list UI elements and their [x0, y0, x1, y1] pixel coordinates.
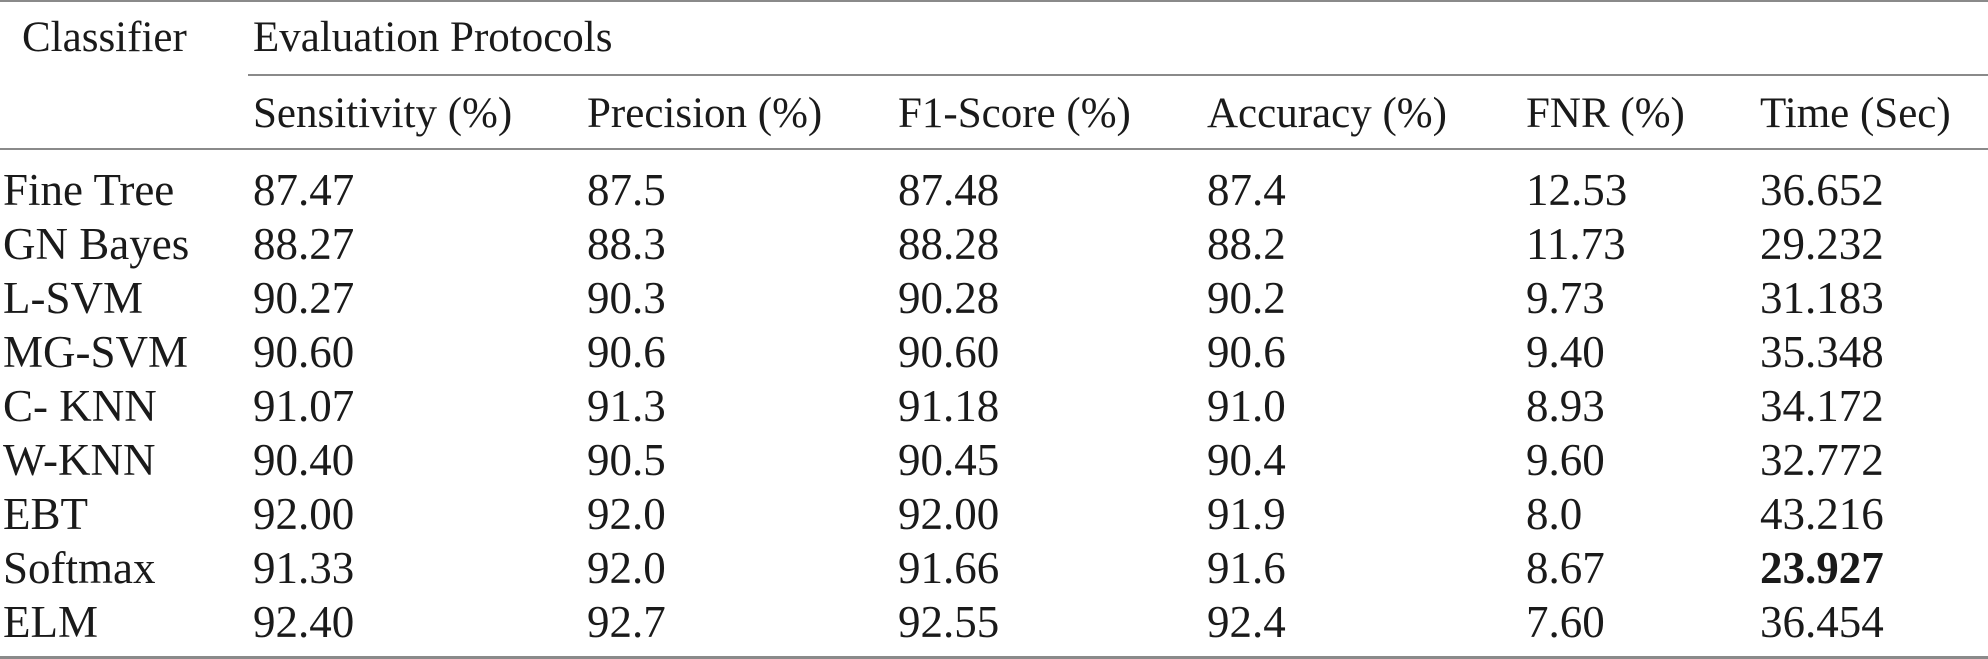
- cell-sensitivity: 87.47: [253, 165, 355, 215]
- cell-fnr: 11.73: [1526, 219, 1626, 269]
- row-label: W-KNN: [3, 435, 156, 485]
- cell-precision: 90.5: [587, 435, 666, 485]
- header-sub-rule: [248, 74, 1988, 76]
- row-label: GN Bayes: [3, 219, 190, 269]
- cell-time: 32.772: [1760, 435, 1884, 485]
- cell-accuracy: 91.6: [1207, 543, 1286, 593]
- cell-sensitivity: 90.27: [253, 273, 355, 323]
- cell-accuracy: 91.0: [1207, 381, 1286, 431]
- cell-accuracy: 90.4: [1207, 435, 1286, 485]
- cell-f1-score: 91.66: [898, 543, 1000, 593]
- cell-sensitivity: 91.33: [253, 543, 355, 593]
- cell-accuracy: 88.2: [1207, 219, 1286, 269]
- cell-f1-score: 92.00: [898, 489, 1000, 539]
- row-label: MG-SVM: [3, 327, 189, 377]
- cell-f1-score: 90.45: [898, 435, 1000, 485]
- cell-precision: 91.3: [587, 381, 666, 431]
- header-evaluation-protocols: Evaluation Protocols: [253, 14, 613, 61]
- column-header-time: Time (Sec): [1760, 90, 1951, 137]
- cell-precision: 90.6: [587, 327, 666, 377]
- column-header-accuracy: Accuracy (%): [1207, 90, 1447, 137]
- column-header-f1-score: F1-Score (%): [898, 90, 1131, 137]
- cell-fnr: 8.67: [1526, 543, 1605, 593]
- row-label: EBT: [3, 489, 88, 539]
- cell-fnr: 8.0: [1526, 489, 1583, 539]
- cell-accuracy: 92.4: [1207, 597, 1286, 647]
- cell-time: 35.348: [1760, 327, 1884, 377]
- cell-fnr: 12.53: [1526, 165, 1628, 215]
- cell-sensitivity: 91.07: [253, 381, 355, 431]
- column-header-sensitivity: Sensitivity (%): [253, 90, 513, 137]
- cell-time: 36.652: [1760, 165, 1884, 215]
- cell-time-best: 23.927: [1760, 543, 1884, 593]
- cell-fnr: 9.73: [1526, 273, 1605, 323]
- row-label: L-SVM: [3, 273, 144, 323]
- cell-fnr: 9.40: [1526, 327, 1605, 377]
- row-label: C- KNN: [3, 381, 157, 431]
- cell-accuracy: 90.2: [1207, 273, 1286, 323]
- cell-f1-score: 88.28: [898, 219, 1000, 269]
- cell-sensitivity: 92.40: [253, 597, 355, 647]
- row-label: ELM: [3, 597, 98, 647]
- cell-time: 34.172: [1760, 381, 1884, 431]
- cell-time: 29.232: [1760, 219, 1884, 269]
- cell-f1-score: 90.60: [898, 327, 1000, 377]
- cell-fnr: 7.60: [1526, 597, 1605, 647]
- table-top-rule: [0, 0, 1988, 2]
- cell-sensitivity: 90.60: [253, 327, 355, 377]
- column-header-fnr: FNR (%): [1526, 90, 1685, 137]
- cell-precision: 87.5: [587, 165, 666, 215]
- column-header-precision: Precision (%): [587, 90, 823, 137]
- cell-fnr: 9.60: [1526, 435, 1605, 485]
- cell-sensitivity: 92.00: [253, 489, 355, 539]
- cell-sensitivity: 90.40: [253, 435, 355, 485]
- cell-precision: 92.0: [587, 489, 666, 539]
- cell-accuracy: 90.6: [1207, 327, 1286, 377]
- cell-time: 43.216: [1760, 489, 1884, 539]
- cell-f1-score: 87.48: [898, 165, 1000, 215]
- cell-accuracy: 91.9: [1207, 489, 1286, 539]
- cell-accuracy: 87.4: [1207, 165, 1286, 215]
- cell-time: 36.454: [1760, 597, 1884, 647]
- header-bottom-rule: [0, 148, 1988, 150]
- cell-f1-score: 92.55: [898, 597, 1000, 647]
- cell-f1-score: 90.28: [898, 273, 1000, 323]
- header-classifier: Classifier: [22, 14, 187, 61]
- cell-precision: 92.0: [587, 543, 666, 593]
- cell-fnr: 8.93: [1526, 381, 1605, 431]
- row-label: Softmax: [3, 543, 156, 593]
- cell-sensitivity: 88.27: [253, 219, 355, 269]
- table-bottom-rule: [0, 656, 1988, 659]
- cell-time: 31.183: [1760, 273, 1884, 323]
- cell-precision: 88.3: [587, 219, 666, 269]
- cell-f1-score: 91.18: [898, 381, 1000, 431]
- cell-precision: 90.3: [587, 273, 666, 323]
- row-label: Fine Tree: [3, 165, 175, 215]
- cell-precision: 92.7: [587, 597, 666, 647]
